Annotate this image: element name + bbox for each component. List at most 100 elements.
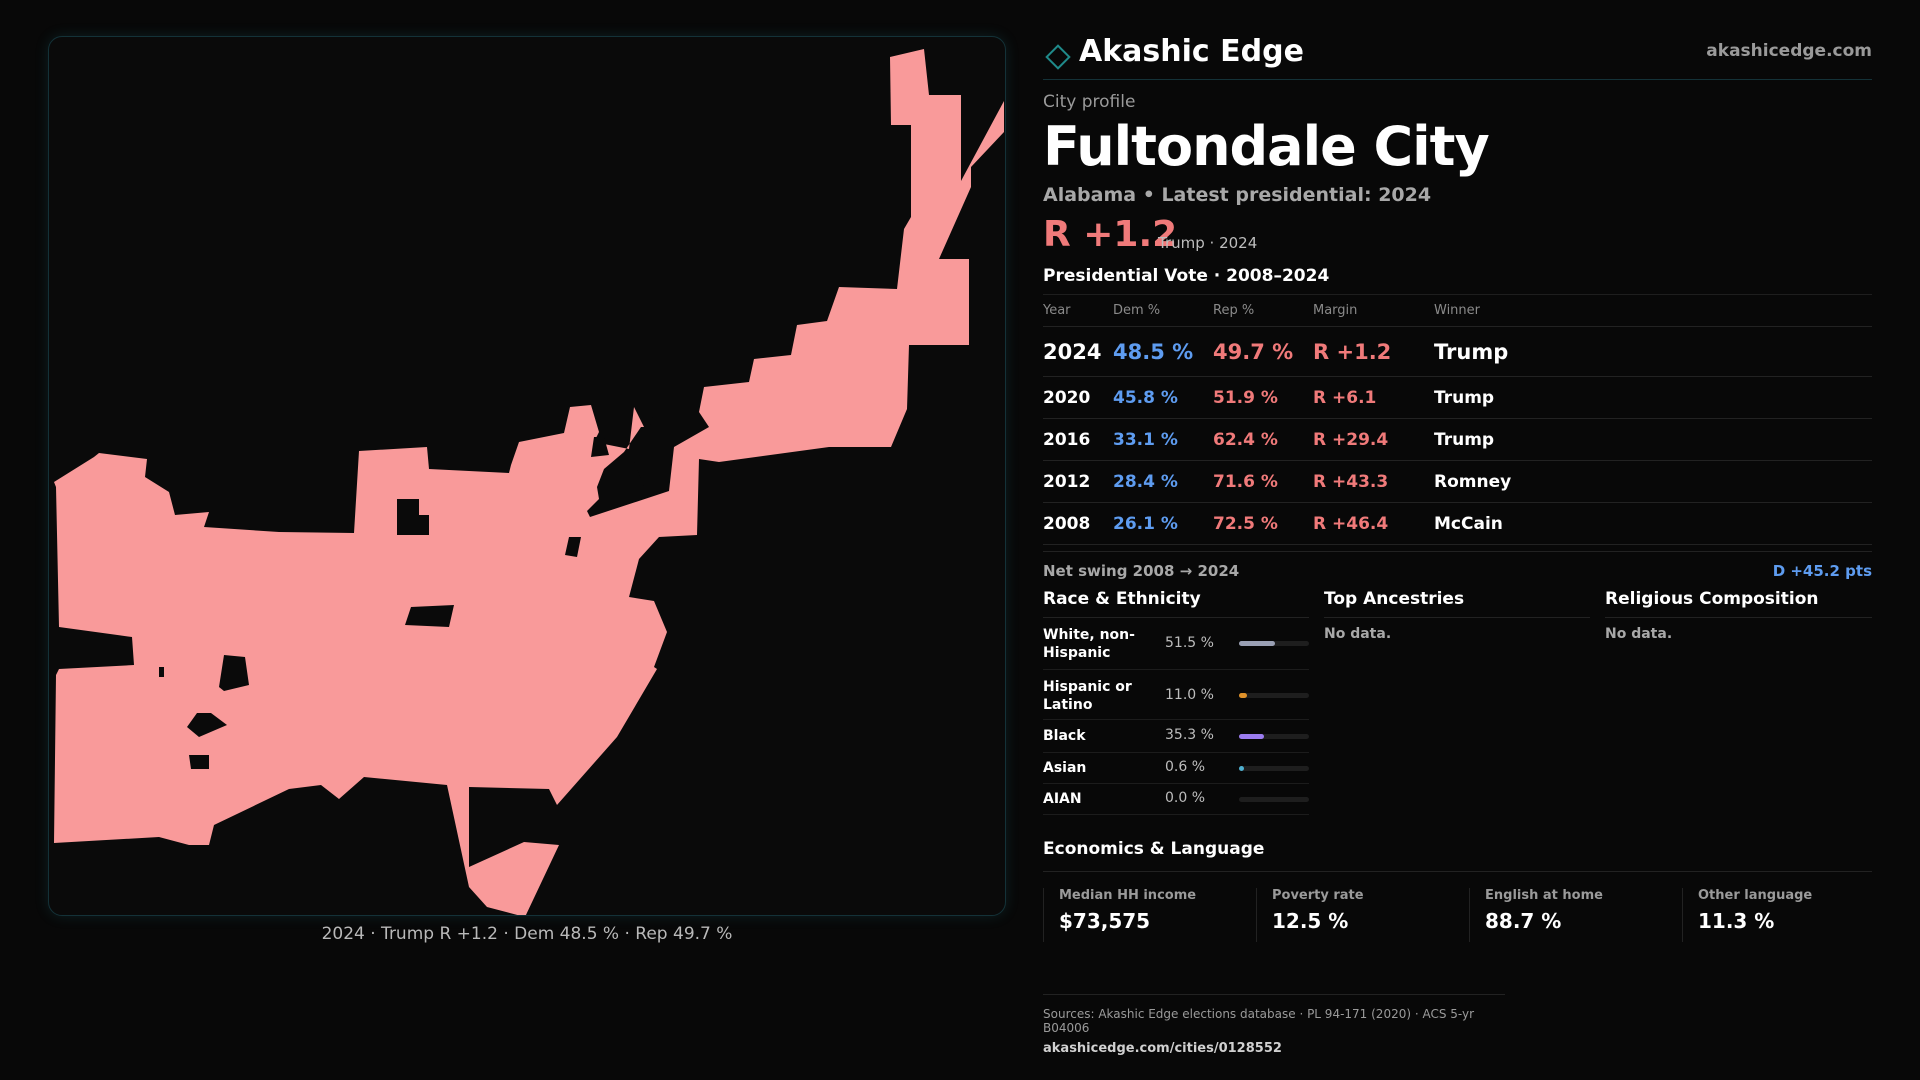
table-row: 2020 45.8 % 51.9 % R +6.1 Trump <box>1043 376 1872 419</box>
race-row: Black 35.3 % <box>1043 720 1309 753</box>
city-subtitle: Alabama • Latest presidential: 2024 <box>1043 184 1432 206</box>
swing-label: Net swing 2008 → 2024 <box>1043 562 1240 580</box>
religion-empty: No data. <box>1605 626 1673 642</box>
page-title: Fultondale City <box>1043 115 1490 178</box>
col-header-winner: Winner <box>1434 295 1872 327</box>
net-swing: Net swing 2008 → 2024 D +45.2 pts <box>1043 551 1872 585</box>
cell-dem: 33.1 % <box>1113 418 1213 461</box>
brand-name: Akashic Edge <box>1079 34 1304 69</box>
city-map <box>48 36 1006 916</box>
ancestries-panel: Top Ancestries No data. <box>1324 589 1590 642</box>
race-value: 35.3 % <box>1165 727 1214 743</box>
race-bar-fill <box>1239 734 1264 739</box>
race-row: Asian 0.6 % <box>1043 753 1309 784</box>
cell-margin: R +43.3 <box>1313 460 1434 503</box>
econ-cell-english: English at home 88.7 % <box>1469 888 1682 942</box>
religion-title: Religious Composition <box>1605 589 1872 618</box>
cell-year: 2016 <box>1043 418 1113 461</box>
race-row: AIAN 0.0 % <box>1043 784 1309 815</box>
map-caption: 2024 · Trump R +1.2 · Dem 48.5 % · Rep 4… <box>321 924 733 944</box>
cell-margin: R +6.1 <box>1313 376 1434 419</box>
cell-winner: Trump <box>1434 418 1872 461</box>
city-boundary-map <box>54 49 1004 915</box>
cell-dem: 28.4 % <box>1113 460 1213 503</box>
margin-note: Trump · 2024 <box>1158 234 1258 252</box>
cell-margin: R +1.2 <box>1313 326 1434 377</box>
econ-label: Median HH income <box>1059 888 1197 903</box>
table-row: 2008 26.1 % 72.5 % R +46.4 McCain <box>1043 502 1872 545</box>
cell-margin: R +46.4 <box>1313 502 1434 545</box>
economics-grid: Median HH income $73,575 Poverty rate 12… <box>1043 888 1872 958</box>
brand-header: Akashic Edge akashicedge.com <box>1043 30 1872 80</box>
vote-table: Year Dem % Rep % Margin Winner 2024 48.5… <box>1043 295 1872 545</box>
city-boundary-shape <box>54 49 1004 915</box>
cell-winner: McCain <box>1434 502 1872 545</box>
race-row: White, non-Hispanic 51.5 % <box>1043 618 1309 670</box>
race-bar <box>1239 797 1309 802</box>
race-value: 0.6 % <box>1165 759 1206 775</box>
cell-rep: 49.7 % <box>1213 326 1313 377</box>
ancestries-empty: No data. <box>1324 626 1392 642</box>
cell-year: 2008 <box>1043 502 1113 545</box>
cell-rep: 72.5 % <box>1213 502 1313 545</box>
econ-cell-income: Median HH income $73,575 <box>1043 888 1256 942</box>
econ-label: Other language <box>1698 888 1813 903</box>
race-label: AIAN <box>1043 791 1082 807</box>
cell-rep: 62.4 % <box>1213 418 1313 461</box>
vote-table-header: Year Dem % Rep % Margin Winner <box>1043 295 1872 327</box>
cell-winner: Trump <box>1434 326 1872 377</box>
race-bar <box>1239 734 1309 739</box>
race-bar <box>1239 693 1309 698</box>
race-value: 0.0 % <box>1165 790 1206 806</box>
cell-winner: Trump <box>1434 376 1872 419</box>
sources-text: Sources: Akashic Edge elections database… <box>1043 1007 1475 1035</box>
sources-url-link[interactable]: akashicedge.com/cities/0128552 <box>1043 1041 1282 1056</box>
swing-value: D +45.2 pts <box>1772 562 1872 580</box>
cell-dem: 26.1 % <box>1113 502 1213 545</box>
col-header-rep: Rep % <box>1213 295 1313 327</box>
col-header-margin: Margin <box>1313 295 1434 327</box>
race-value: 51.5 % <box>1165 635 1214 651</box>
cell-rep: 51.9 % <box>1213 376 1313 419</box>
cell-winner: Romney <box>1434 460 1872 503</box>
econ-cell-other-language: Other language 11.3 % <box>1682 888 1872 942</box>
race-bar <box>1239 766 1309 771</box>
table-row: 2012 28.4 % 71.6 % R +43.3 Romney <box>1043 460 1872 503</box>
economics-title: Economics & Language <box>1043 839 1872 872</box>
margin-value: R +1.2 <box>1043 214 1178 255</box>
econ-value: 11.3 % <box>1698 909 1775 933</box>
religion-panel: Religious Composition No data. <box>1605 589 1872 642</box>
econ-value: $73,575 <box>1059 909 1151 933</box>
vote-section-title: Presidential Vote · 2008–2024 <box>1043 266 1872 295</box>
cell-margin: R +29.4 <box>1313 418 1434 461</box>
econ-value: 88.7 % <box>1485 909 1562 933</box>
econ-label: English at home <box>1485 888 1603 903</box>
cell-dem: 48.5 % <box>1113 326 1213 377</box>
race-label: Hispanic or Latino <box>1043 679 1132 713</box>
race-label: Black <box>1043 728 1086 744</box>
diamond-logo-icon <box>1045 44 1071 70</box>
cell-year: 2012 <box>1043 460 1113 503</box>
col-header-year: Year <box>1043 295 1113 327</box>
race-bar-fill <box>1239 641 1275 646</box>
race-label: White, non-Hispanic <box>1043 627 1135 661</box>
race-label: Asian <box>1043 760 1087 776</box>
ancestries-title: Top Ancestries <box>1324 589 1590 618</box>
cell-year: 2024 <box>1043 326 1113 377</box>
econ-label: Poverty rate <box>1272 888 1364 903</box>
brand-url-link[interactable]: akashicedge.com <box>1706 41 1872 61</box>
race-title: Race & Ethnicity <box>1043 589 1309 618</box>
cell-rep: 71.6 % <box>1213 460 1313 503</box>
econ-cell-poverty: Poverty rate 12.5 % <box>1256 888 1469 942</box>
race-ethnicity-panel: Race & Ethnicity White, non-Hispanic 51.… <box>1043 589 1309 815</box>
race-value: 11.0 % <box>1165 687 1214 703</box>
sources-footer: Sources: Akashic Edge elections database… <box>1043 994 1505 1056</box>
race-bar-fill <box>1239 766 1244 771</box>
cell-year: 2020 <box>1043 376 1113 419</box>
race-bar <box>1239 641 1309 646</box>
col-header-dem: Dem % <box>1113 295 1213 327</box>
headline-margin: R +1.2 Trump · 2024 <box>1043 214 1872 258</box>
cell-dem: 45.8 % <box>1113 376 1213 419</box>
profile-panel: Akashic Edge akashicedge.com City profil… <box>1043 30 1872 958</box>
demographics-section: Race & Ethnicity White, non-Hispanic 51.… <box>1043 589 1872 839</box>
